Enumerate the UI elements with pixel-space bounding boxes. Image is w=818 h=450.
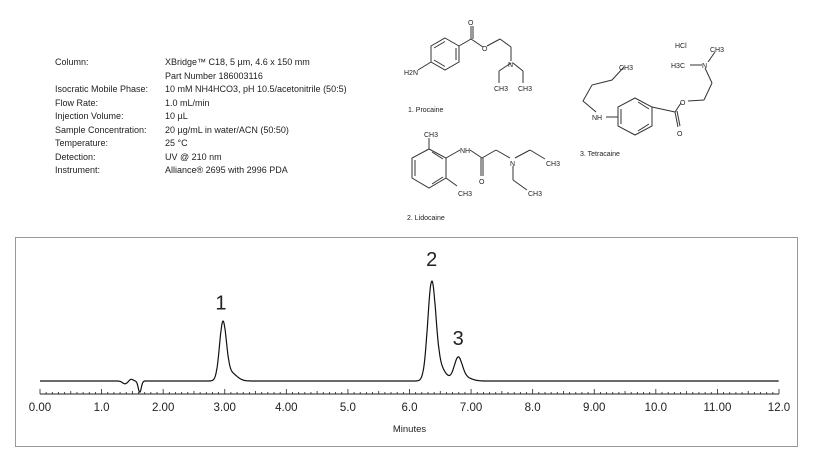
x-tick-label: 9.00 [583, 402, 605, 414]
x-tick-label: 4.00 [275, 402, 297, 414]
atom-label: CH3 [424, 132, 438, 139]
atom-label: CH3 [546, 161, 560, 168]
x-tick-label: 7.00 [460, 402, 482, 414]
peak-label: 2 [426, 249, 437, 271]
atom-label: H3C [671, 63, 685, 70]
tetracaine-caption: 3. Tetracaine [580, 151, 620, 158]
condition-row: Isocratic Mobile Phase: 10 mM NH4HCO3, pH… [55, 83, 347, 97]
condition-row: Sample Concentration: 20 µg/mL in water/A… [55, 124, 347, 138]
x-tick-label: 11.00 [703, 402, 731, 414]
condition-row: Part Number 186003116 [55, 70, 347, 84]
condition-value: 25 °C [165, 138, 188, 148]
atom-label: HCl [675, 43, 687, 50]
atom-label: O [479, 179, 485, 186]
atom-label: N [508, 62, 513, 69]
condition-value: 10 µL [165, 111, 188, 121]
x-tick-label: 0.00 [29, 402, 51, 414]
x-tick-label: 2.00 [152, 402, 174, 414]
atom-label: O [482, 46, 488, 53]
procaine-caption: 1. Procaine [408, 107, 444, 114]
atom-label: CH3 [494, 86, 508, 93]
atom-label: CH3 [518, 86, 532, 93]
x-tick-label: 12.0 [768, 402, 790, 414]
x-axis-label: Minutes [393, 424, 427, 435]
peak-label: 1 [215, 293, 226, 315]
condition-value: XBridge™ C18, 5 µm, 4.6 x 150 mm [165, 57, 310, 67]
condition-label: Sample Concentration: [55, 124, 147, 135]
condition-row: Instrument: Alliance® 2695 with 2996 PDA [55, 164, 347, 178]
atom-label: O [680, 100, 686, 107]
atom-label: CH3 [619, 65, 633, 72]
x-tick-label: 10.0 [645, 402, 667, 414]
tetracaine-structure: HCl CH3 H3C N CH3 O NH O 3. Tetracaine [580, 43, 724, 158]
conditions-table: Column: XBridge™ C18, 5 µm, 4.6 x 150 mm P… [55, 56, 347, 178]
condition-value: Alliance® 2695 with 2996 PDA [165, 165, 288, 175]
condition-label: Injection Volume: [55, 111, 124, 121]
condition-label: Detection: [55, 151, 96, 162]
peak-label: 3 [453, 328, 464, 350]
atom-label: O [468, 20, 474, 27]
condition-row: Detection: UV @ 210 nm [55, 151, 347, 165]
atom-label: CH3 [710, 47, 724, 54]
condition-value: 1.0 mL/min [165, 97, 210, 108]
condition-label: Instrument: [55, 165, 101, 175]
x-tick-label: 1.0 [94, 402, 110, 414]
condition-row: Injection Volume: 10 µL [55, 110, 347, 124]
lidocaine-caption: 2. Lidocaine [407, 215, 445, 222]
condition-value: 20 µg/mL in water/ACN (50:50) [165, 124, 289, 135]
condition-row: Column: XBridge™ C18, 5 µm, 4.6 x 150 mm [55, 56, 347, 70]
chromatogram-panel: 1 2 3 0.00 1.0 2.00 3.00 4.00 5.0 6.0 7.00 8.0 9.00 1… [15, 237, 798, 447]
atom-label: O [677, 131, 683, 138]
x-tick-label: 5.0 [340, 402, 356, 414]
condition-value: Part Number 186003116 [165, 70, 263, 81]
condition-value: 10 mM NH4HCO3, pH 10.5/acetonitrile (50:… [165, 84, 347, 94]
condition-label: Temperature: [55, 138, 109, 148]
atom-label: NH [460, 148, 470, 155]
chemical-structures: H2N O O N CH3 CH3 1. Procaine CH3 NH O N… [404, 20, 724, 222]
condition-label: Column: [55, 57, 89, 67]
condition-label: Flow Rate: [55, 97, 99, 108]
atom-label: NH [592, 115, 602, 122]
lidocaine-structure: CH3 NH O N CH3 CH3 CH3 2. Lidocaine [407, 132, 560, 222]
atom-label: N [510, 161, 515, 168]
condition-row: Temperature: 25 °C [55, 137, 347, 151]
condition-row: Flow Rate: 1.0 mL/min [55, 97, 347, 111]
chromatogram-trace [40, 280, 779, 394]
x-tick-label: 3.00 [214, 402, 236, 414]
chromatogram: 1 2 3 0.00 1.0 2.00 3.00 4.00 5.0 6.0 7.00 8.0 9.00 1… [29, 249, 790, 435]
x-tick-label: 6.0 [402, 402, 418, 414]
atom-label: CH3 [458, 191, 472, 198]
atom-label: CH3 [528, 191, 542, 198]
procaine-structure: H2N O O N CH3 CH3 1. Procaine [404, 20, 532, 114]
condition-label: Isocratic Mobile Phase: [55, 84, 149, 94]
condition-value: UV @ 210 nm [165, 151, 222, 162]
x-tick-label: 8.0 [525, 402, 541, 414]
atom-label: H2N [404, 70, 418, 77]
atom-label: N [702, 63, 707, 70]
